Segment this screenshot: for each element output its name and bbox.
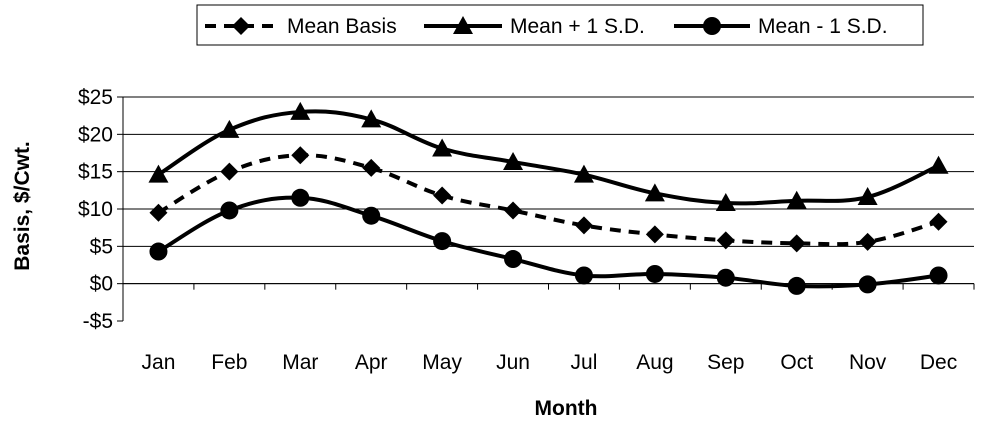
legend-label: Mean Basis <box>287 15 397 38</box>
data-point <box>786 190 807 209</box>
x-tick-label: Nov <box>849 351 887 374</box>
data-point <box>504 201 523 220</box>
y-tick-labels: -$5 $0 $5 $10 $15 $20 $25 <box>78 86 113 333</box>
y-tick-label: $15 <box>78 161 113 184</box>
axes <box>117 96 975 322</box>
legend-marker <box>232 17 250 35</box>
x-tick-label: Jul <box>571 351 598 374</box>
data-point <box>291 146 310 165</box>
data-point <box>148 164 169 183</box>
x-tick-label: Sep <box>707 351 744 374</box>
series-circle <box>149 188 948 295</box>
y-tick-label: -$5 <box>83 310 113 333</box>
y-tick-label: $5 <box>90 235 113 258</box>
x-tick-label: Apr <box>355 351 388 374</box>
data-point <box>361 109 382 128</box>
x-tick-label: Dec <box>920 351 957 374</box>
data-point <box>291 188 310 207</box>
data-point <box>787 234 806 253</box>
data-point <box>290 101 311 120</box>
x-tick-label: May <box>422 351 462 374</box>
data-point <box>928 155 949 174</box>
x-axis-label: Month <box>535 397 598 420</box>
data-point <box>574 266 593 285</box>
data-point <box>220 162 239 181</box>
data-point <box>929 212 948 231</box>
series-group <box>148 101 949 295</box>
x-tick-label: Oct <box>780 351 813 374</box>
data-point <box>573 164 594 183</box>
data-point <box>362 206 381 225</box>
data-point <box>432 138 453 157</box>
data-point <box>929 266 948 285</box>
data-point <box>787 276 806 295</box>
x-tick-label: Jun <box>496 351 530 374</box>
data-point <box>219 119 240 138</box>
data-point <box>858 232 877 251</box>
data-point <box>149 203 168 222</box>
legend-marker <box>453 16 473 34</box>
series-line <box>157 109 940 206</box>
legend-box <box>196 4 924 46</box>
legend-marker <box>703 17 721 35</box>
data-point <box>645 225 664 244</box>
data-point <box>645 264 664 283</box>
x-tick-label: Aug <box>636 351 673 374</box>
y-tick-label: $0 <box>90 273 113 296</box>
data-point <box>858 275 877 294</box>
x-tick-label: Jan <box>142 351 176 374</box>
x-tick-label: Feb <box>211 351 247 374</box>
data-point <box>574 216 593 235</box>
gridlines <box>123 96 974 285</box>
data-point <box>644 183 665 202</box>
data-point <box>716 231 735 250</box>
data-point <box>220 201 239 220</box>
legend: Mean Basis Mean + 1 S.D. Mean - 1 S.D. <box>196 4 924 46</box>
data-point <box>504 250 523 269</box>
data-point <box>857 187 878 206</box>
data-point <box>503 151 524 170</box>
data-point <box>362 158 381 177</box>
y-tick-label: $20 <box>78 123 113 146</box>
x-tick-labels: Jan Feb Mar Apr May Jun Jul Aug Sep Oct Nov Dec <box>142 351 958 374</box>
y-axis-label: Basis, $/Cwt. <box>11 141 34 271</box>
data-point <box>149 242 168 261</box>
data-point <box>715 193 736 212</box>
data-point <box>433 186 452 205</box>
y-tick-label: $10 <box>78 198 113 221</box>
data-point <box>716 268 735 287</box>
series-diamond <box>149 146 948 253</box>
legend-label: Mean - 1 S.D. <box>758 15 888 38</box>
legend-label: Mean + 1 S.D. <box>510 15 645 38</box>
series-triangle <box>148 101 949 212</box>
data-point <box>433 232 452 251</box>
x-tick-label: Mar <box>282 351 318 374</box>
y-tick-label: $25 <box>78 86 113 109</box>
